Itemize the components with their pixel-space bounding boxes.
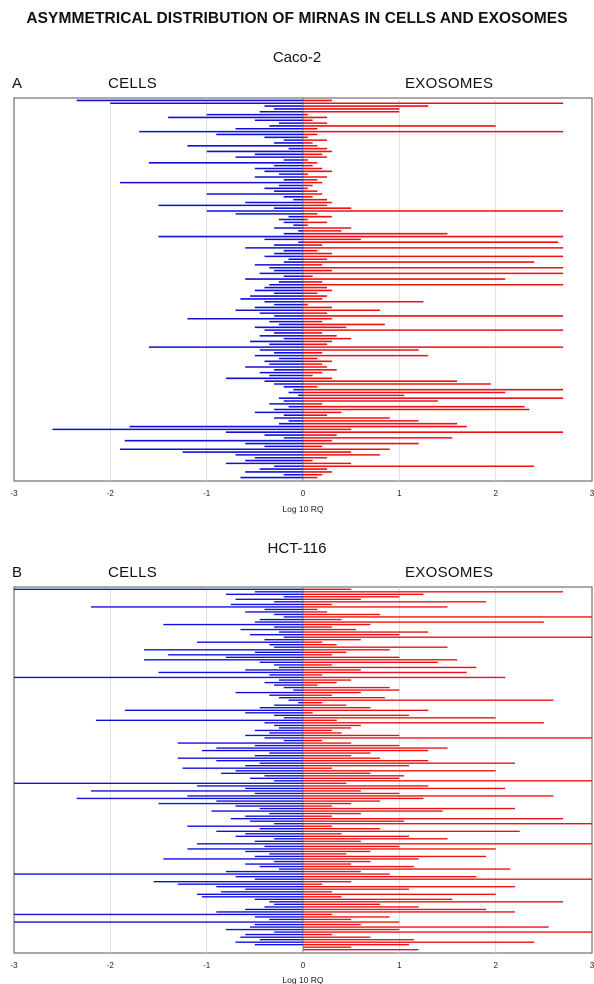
panel-a-letter: A: [12, 75, 23, 92]
panel-b-tick-label: 0: [301, 961, 306, 970]
panel-b-tick-label: 1: [397, 961, 402, 970]
panel-a-x-axis-label: Log 10 RQ: [282, 504, 323, 514]
panel-b-tick-label: -2: [107, 961, 115, 970]
panel-b-cells-label: CELLS: [108, 564, 158, 581]
panel-b-tick-label: -1: [203, 961, 211, 970]
panel-b-title: HCT-116: [267, 540, 327, 557]
panel-a-tick-label: 0: [301, 489, 306, 498]
panel-a-cells-label: CELLS: [108, 75, 158, 92]
panel-b-x-axis-label: Log 10 RQ: [282, 975, 323, 984]
panel-a-title: Caco-2: [272, 49, 322, 66]
panel-b-tick-label: 2: [493, 961, 498, 970]
panel-b-tick-label: -3: [10, 961, 18, 970]
panel-a-tick-label: -2: [107, 489, 115, 498]
panel-a-tick-label: 1: [397, 489, 402, 498]
panel-a-tick-label: -1: [203, 489, 211, 498]
panel-a-exosomes-label: EXOSOMES: [405, 75, 494, 92]
panel-a-tick-label: 2: [493, 489, 498, 498]
panel-a-tick-label: -3: [10, 489, 18, 498]
panel-b-tick-label: 3: [590, 961, 594, 970]
figure-title: ASYMMETRICAL DISTRIBUTION OF MIRNAS IN C…: [26, 10, 568, 27]
panel-b-exosomes-label: EXOSOMES: [405, 564, 494, 581]
panel-b-letter: B: [12, 564, 23, 581]
panel-a-tick-label: 3: [590, 489, 594, 498]
